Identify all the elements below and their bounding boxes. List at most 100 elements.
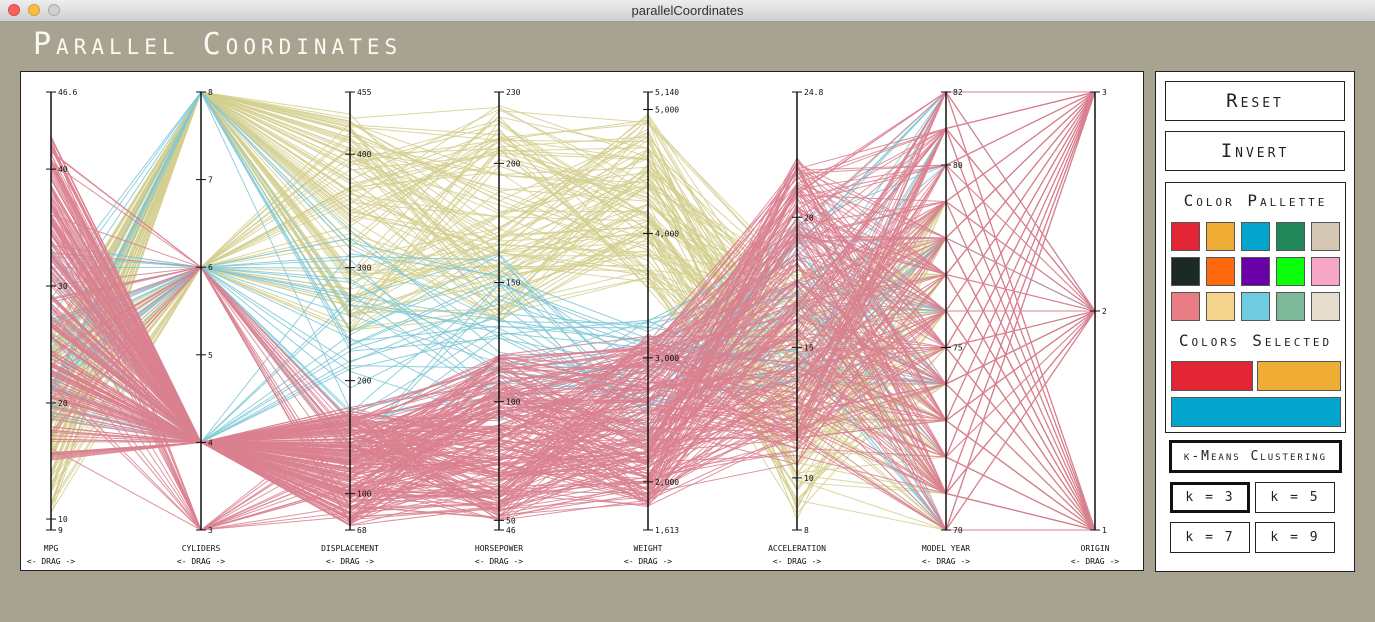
palette-swatch[interactable] <box>1311 222 1340 251</box>
app-title: Parallel Coordinates <box>33 27 403 62</box>
tick-label: 1,613 <box>655 526 679 535</box>
data-polyline <box>50 233 1096 531</box>
window-titlebar: parallelCoordinates <box>0 0 1375 22</box>
palette-swatch[interactable] <box>1171 222 1200 251</box>
control-sidebar: Reset Invert Color Pallette Colors Selec… <box>1155 71 1355 572</box>
tick-label: 10 <box>804 474 814 483</box>
data-polyline <box>50 164 1096 510</box>
data-polyline <box>50 236 1096 531</box>
data-polyline <box>50 156 1096 531</box>
tick-label: 4,000 <box>655 229 679 238</box>
axis-origin[interactable]: 3 2 1 ORIGIN <- DRAG -> <box>1071 88 1119 566</box>
palette-swatch[interactable] <box>1311 292 1340 321</box>
axis-weight[interactable]: 5,140 5,000 4,000 3,000 2,000 1,613 WEIGHT <- D… <box>624 88 679 566</box>
tick-label: 3 <box>1102 88 1107 97</box>
tick-label: 1 <box>1102 526 1107 535</box>
data-polyline <box>50 91 1096 531</box>
data-polyline <box>50 91 1095 499</box>
data-polyline <box>50 157 1096 531</box>
palette-swatch[interactable] <box>1276 257 1305 286</box>
selected-color-swatch[interactable] <box>1257 361 1341 391</box>
tick-label: 4 <box>208 438 213 447</box>
data-polyline <box>50 91 1095 531</box>
invert-button[interactable]: Invert <box>1165 131 1345 171</box>
data-polyline <box>50 240 1096 531</box>
axis-name: WEIGHT <box>634 544 663 553</box>
tick-label: 9 <box>58 526 63 535</box>
drag-handle[interactable]: <- DRAG -> <box>326 557 374 566</box>
axis-displacement[interactable]: 455 400 300 200 100 68 DISPLACEMENT <- DRAG -> <box>321 88 379 566</box>
data-polyline <box>50 91 1095 531</box>
palette-swatch[interactable] <box>1241 292 1270 321</box>
selected-color-swatch[interactable] <box>1171 397 1341 427</box>
k-button[interactable]: k = 7 <box>1170 522 1250 553</box>
tick-label: 230 <box>506 88 521 97</box>
kmeans-clustering-button[interactable]: k-Means Clustering <box>1169 440 1342 473</box>
drag-handle[interactable]: <- DRAG -> <box>475 557 523 566</box>
palette-swatch[interactable] <box>1206 292 1235 321</box>
data-polyline <box>50 152 1096 531</box>
palette-swatch[interactable] <box>1241 222 1270 251</box>
palette-swatch[interactable] <box>1206 222 1235 251</box>
zoom-window-icon[interactable] <box>48 4 60 16</box>
data-polyline <box>50 131 1096 531</box>
close-window-icon[interactable] <box>8 4 20 16</box>
axis-mpg[interactable]: 46.6 40 30 20 10 9 MPG <- DRAG -> <box>27 88 78 566</box>
palette-swatch[interactable] <box>1171 292 1200 321</box>
k-button[interactable]: k = 3 <box>1170 482 1250 513</box>
axis-name: MODEL YEAR <box>922 544 970 553</box>
data-polyline <box>50 127 1096 531</box>
data-polyline <box>50 91 1096 531</box>
reset-button[interactable]: Reset <box>1165 81 1345 121</box>
data-polyline <box>50 91 1096 499</box>
palette-swatch[interactable] <box>1276 222 1305 251</box>
tick-label: 7 <box>208 176 213 185</box>
drag-handle[interactable]: <- DRAG -> <box>177 557 225 566</box>
palette-swatch[interactable] <box>1171 257 1200 286</box>
palette-swatch[interactable] <box>1311 257 1340 286</box>
plot-canvas[interactable]: 46.6 40 30 20 10 9 MPG <- DRAG -> 8 7 6 5 4 3 CYLIDERS… <box>21 72 1143 570</box>
tick-label: 2,000 <box>655 478 679 487</box>
palette-swatch[interactable] <box>1276 292 1305 321</box>
drag-handle[interactable]: <- DRAG -> <box>27 557 75 566</box>
tick-label: 50 <box>506 516 516 525</box>
data-polyline <box>50 217 1096 517</box>
tick-label: 68 <box>357 526 367 535</box>
data-polyline <box>50 91 1096 521</box>
tick-label: 10 <box>58 515 68 524</box>
tick-label: 20 <box>58 399 68 408</box>
k-button[interactable]: k = 9 <box>1255 522 1335 553</box>
k-button[interactable]: k = 5 <box>1255 482 1335 513</box>
axis-model-year[interactable]: 82 80 75 70 MODEL YEAR <- DRAG -> <box>922 88 970 566</box>
tick-label: 46.6 <box>58 88 77 97</box>
axis-name: CYLIDERS <box>182 544 221 553</box>
parallel-coordinates-plot[interactable]: 46.6 40 30 20 10 9 MPG <- DRAG -> 8 7 6 5 4 3 CYLIDERS… <box>20 71 1144 571</box>
tick-label: 6 <box>208 263 213 272</box>
axis-acceleration[interactable]: 24.8 20 15 10 8 ACCELERATION <- DRAG -> <box>768 88 826 566</box>
palette-swatch[interactable] <box>1241 257 1270 286</box>
axis-name: HORSEPOWER <box>475 544 523 553</box>
axis-cyliders[interactable]: 8 7 6 5 4 3 CYLIDERS <- DRAG -> <box>177 88 225 566</box>
data-polyline <box>50 91 1096 443</box>
tick-label: 82 <box>953 88 963 97</box>
color-palette-title: Color Pallette <box>1183 191 1328 210</box>
data-polyline <box>50 143 1096 531</box>
tick-label: 400 <box>357 150 372 159</box>
data-polyline <box>50 91 1096 490</box>
palette-swatch[interactable] <box>1206 257 1235 286</box>
drag-handle[interactable]: <- DRAG -> <box>1071 557 1119 566</box>
data-polyline <box>50 91 1096 531</box>
data-polyline <box>50 91 1096 448</box>
data-polyline <box>50 149 1096 531</box>
data-polyline <box>50 91 1096 482</box>
drag-handle[interactable]: <- DRAG -> <box>624 557 672 566</box>
data-polyline <box>50 91 1096 491</box>
data-polyline <box>50 266 1096 531</box>
selected-color-swatch[interactable] <box>1171 361 1253 391</box>
minimize-window-icon[interactable] <box>28 4 40 16</box>
drag-handle[interactable]: <- DRAG -> <box>773 557 821 566</box>
tick-label: 150 <box>506 279 521 288</box>
drag-handle[interactable]: <- DRAG -> <box>922 557 970 566</box>
data-polyline <box>50 91 1096 499</box>
